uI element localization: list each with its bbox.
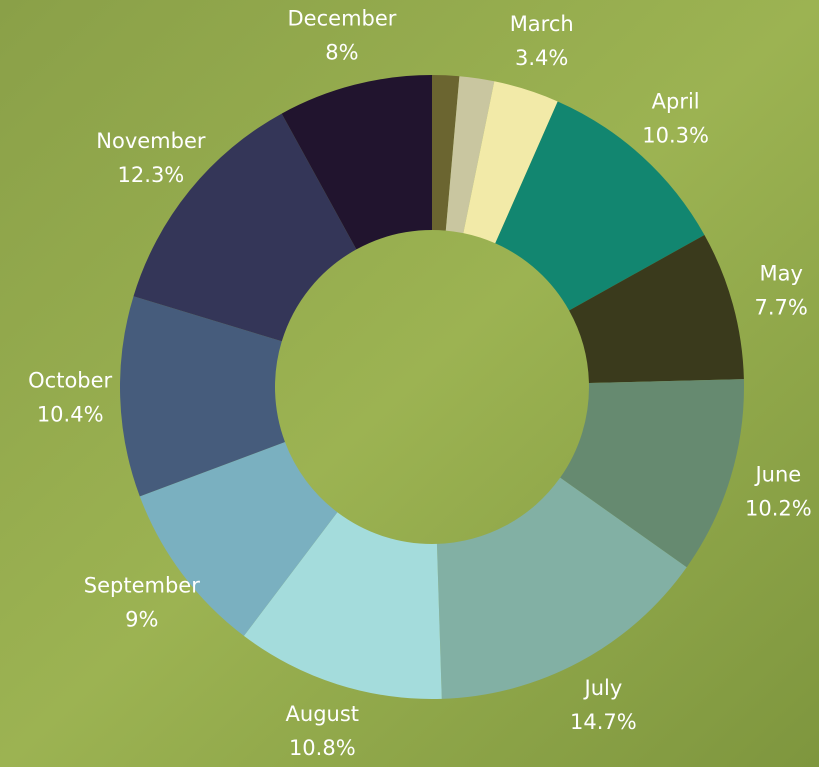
chart: March 3.4% April 10.3% May 7.7% June 10.2% July 1…: [0, 0, 819, 767]
slice-value-label: 10.2%: [745, 496, 812, 520]
slice-value-label: 10.8%: [289, 736, 356, 760]
slice-value-label: 3.4%: [515, 46, 568, 70]
slice-label: March: [510, 12, 574, 36]
slice-label: November: [96, 129, 206, 153]
slice-label: December: [288, 6, 397, 30]
slice-value-label: 14.7%: [570, 710, 637, 734]
slice-label: May: [759, 261, 802, 285]
slice-value-label: 12.3%: [118, 163, 185, 187]
slice-value-label: 7.7%: [754, 295, 807, 319]
slice-label: September: [84, 573, 200, 597]
slice-value-label: 10.4%: [37, 402, 104, 426]
slice-label: July: [583, 676, 623, 700]
page: March 3.4% April 10.3% May 7.7% June 10.2% July 1…: [0, 0, 819, 767]
slice-value-label: 10.3%: [642, 123, 709, 147]
slice-label: April: [652, 89, 700, 113]
slice-label: August: [286, 702, 360, 726]
slice-value-label: 8%: [325, 40, 358, 64]
slice-label: October: [28, 368, 112, 392]
slice-label: June: [753, 462, 801, 486]
slice-value-label: 9%: [125, 607, 158, 631]
